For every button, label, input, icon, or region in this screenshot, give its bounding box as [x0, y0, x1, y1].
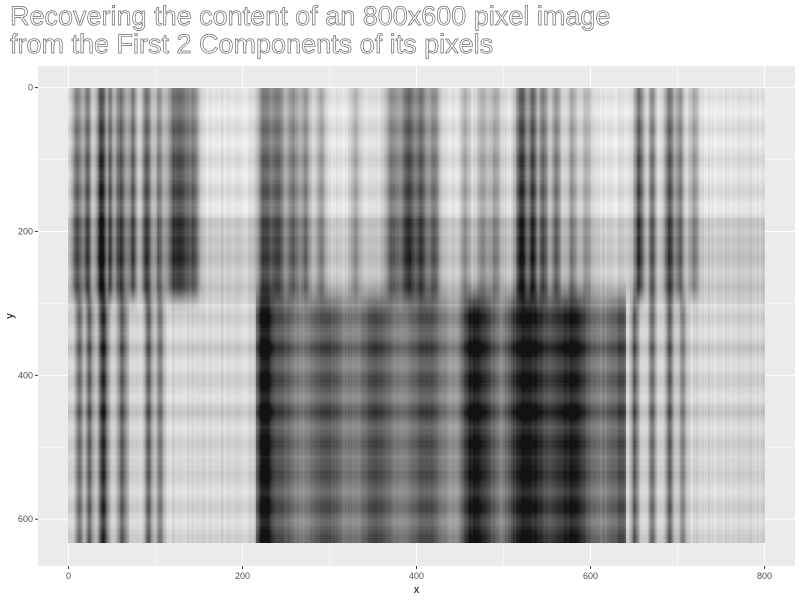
x-axis: 0 200 400 600 800	[66, 566, 772, 581]
y-tick-label: 600	[18, 514, 33, 524]
raster-image	[68, 88, 765, 543]
x-tick-label: 0	[66, 571, 71, 581]
y-tick-label: 400	[18, 370, 33, 380]
pixel-raster	[68, 88, 765, 543]
x-tick-label: 400	[409, 571, 424, 581]
chart-title-line-1: Recovering the content of an 800x600 pix…	[10, 1, 611, 31]
x-axis-title: x	[414, 584, 420, 596]
y-axis: 0 200 400 600	[18, 83, 38, 524]
x-tick-label: 200	[235, 571, 250, 581]
x-tick-label: 600	[583, 571, 598, 581]
y-axis-title: y	[4, 313, 16, 319]
chart-title-line-2: from the First 2 Components of its pixel…	[10, 29, 494, 59]
y-tick-label: 200	[18, 226, 33, 236]
y-tick-label: 0	[28, 83, 33, 93]
x-tick-label: 800	[757, 571, 772, 581]
chart-title: Recovering the content of an 800x600 pix…	[10, 1, 611, 59]
